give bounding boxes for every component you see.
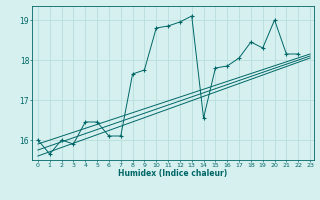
X-axis label: Humidex (Indice chaleur): Humidex (Indice chaleur) xyxy=(118,169,228,178)
